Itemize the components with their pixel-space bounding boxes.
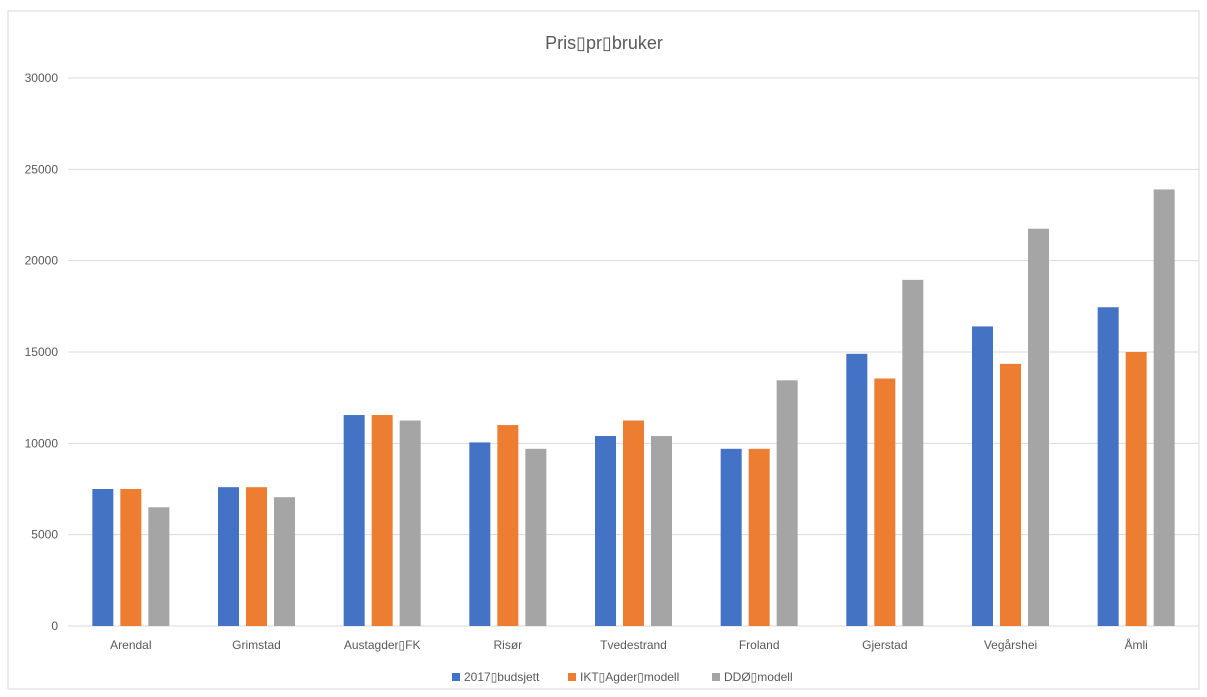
- chart-title: Pris▯pr▯bruker: [545, 33, 663, 53]
- bar: [1000, 363, 1021, 626]
- legend-swatch: [568, 673, 576, 681]
- bar: [720, 448, 742, 626]
- legend-item: DDØ▯modell: [712, 670, 793, 684]
- bar: [120, 489, 142, 626]
- x-tick-label: Gjerstad: [862, 638, 907, 652]
- bar: [497, 425, 519, 626]
- bar: [399, 420, 421, 626]
- bar: [874, 378, 896, 626]
- x-tick-label: Åmli: [1124, 637, 1147, 652]
- legend-swatch: [452, 673, 460, 681]
- y-tick-label: 25000: [25, 162, 59, 176]
- x-tick-label: Froland: [739, 638, 780, 652]
- bar: [846, 353, 868, 626]
- bar: [525, 448, 547, 626]
- bar: [776, 380, 798, 626]
- bar: [1028, 228, 1049, 626]
- legend-item: IKT▯Agder▯modell: [568, 670, 679, 684]
- legend-item: 2017▯budsjett: [452, 670, 540, 684]
- bar: [371, 415, 393, 626]
- bar: [902, 279, 924, 626]
- bar: [623, 420, 644, 626]
- bar: [1097, 307, 1119, 626]
- legend-label: DDØ▯modell: [724, 670, 793, 684]
- bar: [1153, 189, 1175, 626]
- x-tick-label: Risør: [493, 638, 522, 652]
- bars-layer: [92, 189, 1175, 626]
- bar: [246, 487, 267, 626]
- bar: [651, 436, 672, 626]
- legend-swatch: [712, 673, 720, 681]
- legend-label: IKT▯Agder▯modell: [580, 670, 679, 684]
- bar: [972, 326, 993, 626]
- legend: 2017▯budsjett IKT▯Agder▯modell DDØ▯modell: [452, 670, 793, 684]
- bar: [148, 507, 170, 626]
- bar: [218, 487, 239, 626]
- x-tick-label: Vegårshei: [984, 638, 1037, 652]
- y-tick-label: 10000: [25, 436, 59, 450]
- legend-label: 2017▯budsjett: [464, 670, 540, 684]
- x-tick-label: Austagder▯FK: [344, 638, 421, 652]
- bar: [92, 489, 114, 626]
- x-tick-label: Arendal: [110, 638, 151, 652]
- y-tick-label: 15000: [25, 345, 59, 359]
- y-tick-label: 20000: [25, 254, 59, 268]
- bar: [469, 442, 491, 626]
- y-tick-label: 30000: [25, 71, 59, 85]
- bar: [274, 497, 295, 626]
- x-tick-label: Tvedestrand: [600, 638, 667, 652]
- y-tick-label: 5000: [31, 528, 58, 542]
- x-tick-label: Grimstad: [232, 638, 281, 652]
- bar: [1125, 352, 1147, 626]
- y-tick-label: 0: [51, 619, 58, 633]
- bar: [748, 448, 770, 626]
- bar: [343, 415, 365, 626]
- axis-layer: 0 5000 10000 15000 20000 25000 30000 Arendal Gri…: [25, 71, 1199, 652]
- bar: [595, 436, 616, 626]
